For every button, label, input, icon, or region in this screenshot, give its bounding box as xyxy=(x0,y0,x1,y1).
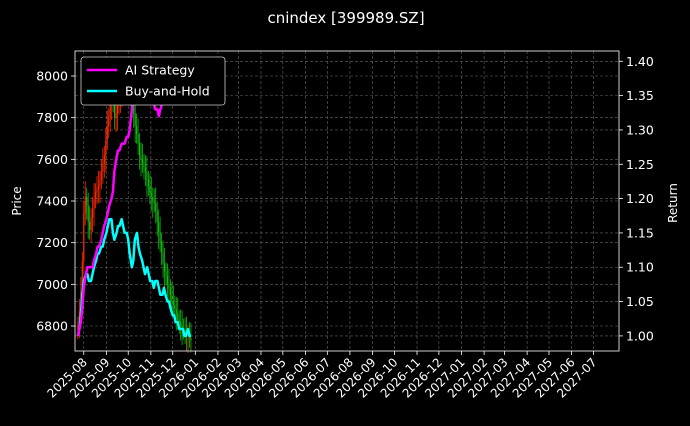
candle-body xyxy=(178,319,180,322)
candle-body xyxy=(84,196,86,214)
candle-body xyxy=(153,201,155,204)
candle-body xyxy=(158,221,160,233)
candle-body xyxy=(143,163,145,168)
candle-body xyxy=(91,209,94,218)
candle-body xyxy=(150,192,152,197)
candle-body xyxy=(86,196,88,206)
legend-label-buy-and-hold: Buy-and-Hold xyxy=(125,84,210,99)
y-axis-right: 1.00 1.05 1.10 1.15 1.20 1.25 1.30 1.35 1.40 xyxy=(619,54,654,343)
candle-body xyxy=(81,261,83,293)
y-left-tick-label: 7800 xyxy=(36,110,68,125)
y-right-tick-label: 1.10 xyxy=(626,260,654,275)
candle-body xyxy=(134,113,136,126)
candle-body xyxy=(147,180,149,187)
candle-body xyxy=(116,105,119,114)
candle-body xyxy=(163,263,166,272)
candle-body xyxy=(190,338,192,341)
y-left-tick-label: 7200 xyxy=(36,235,68,250)
candle-body xyxy=(138,142,141,156)
candle-body xyxy=(77,326,79,331)
candle-body xyxy=(97,186,100,189)
candle-body xyxy=(144,167,147,172)
candle-body xyxy=(152,196,154,201)
candle-body xyxy=(137,134,139,143)
candle-body xyxy=(83,213,85,262)
candle-body xyxy=(177,313,179,320)
candle-body xyxy=(99,180,101,187)
candle-body xyxy=(93,198,95,210)
legend: AI Strategy Buy-and-Hold xyxy=(80,56,226,106)
candle-body xyxy=(174,305,176,310)
candle-body xyxy=(96,188,98,193)
candle-body xyxy=(141,159,144,164)
candle-body xyxy=(172,301,174,306)
candle-body xyxy=(168,284,170,289)
y-axis-left: 6800 7000 7200 7400 7600 7800 8000 xyxy=(36,69,75,334)
candle-body xyxy=(140,155,142,160)
candle-body xyxy=(89,221,91,231)
candle-body xyxy=(133,105,135,114)
y-right-tick-label: 1.40 xyxy=(626,54,654,69)
y-left-tick-label: 7600 xyxy=(36,152,68,167)
candle-body xyxy=(162,253,164,264)
y-right-tick-label: 1.05 xyxy=(626,294,654,309)
candle-body xyxy=(90,217,92,231)
candle-body xyxy=(160,242,163,254)
y-right-tick-label: 1.35 xyxy=(626,88,654,103)
y-right-tick-label: 1.15 xyxy=(626,225,654,240)
candle-body xyxy=(159,232,161,243)
candle-body xyxy=(155,203,157,212)
candle-body xyxy=(115,113,117,118)
candle-body xyxy=(149,186,151,193)
candle-body xyxy=(103,155,105,164)
y-left-tick-label: 8000 xyxy=(36,69,68,84)
candle-body xyxy=(166,276,169,285)
y-right-tick-label: 1.30 xyxy=(626,122,654,137)
candle-body xyxy=(87,205,89,222)
candle-body xyxy=(175,309,177,314)
candle-body xyxy=(156,211,158,222)
candle-body xyxy=(187,334,189,337)
y-left-tick-label: 6800 xyxy=(36,319,68,334)
candle-body xyxy=(146,171,148,181)
candle-body xyxy=(184,330,186,333)
y-right-tick-label: 1.20 xyxy=(626,191,654,206)
y-left-tick-label: 7000 xyxy=(36,277,68,292)
candle-body xyxy=(181,326,183,329)
y-axis-left-label: Price xyxy=(10,186,24,215)
candle-body xyxy=(180,321,182,326)
candle-body xyxy=(108,117,110,126)
candle-body xyxy=(136,126,138,135)
candle-body xyxy=(94,192,97,199)
candle-body xyxy=(109,103,111,118)
y-left-tick-label: 7400 xyxy=(36,194,68,209)
candle-body xyxy=(106,126,108,141)
buy-and-hold-line xyxy=(76,217,191,338)
candle-body xyxy=(169,288,171,295)
y-right-tick-label: 1.00 xyxy=(626,328,654,343)
candle-body xyxy=(100,171,103,181)
y-right-tick-label: 1.25 xyxy=(626,157,654,172)
chart-title: cnindex [399989.SZ] xyxy=(267,9,424,27)
candle-body xyxy=(165,271,167,276)
candle-body xyxy=(102,163,104,172)
candle-body xyxy=(171,294,173,301)
candle-body xyxy=(105,140,107,156)
legend-label-ai-strategy: AI Strategy xyxy=(125,63,195,78)
candle-body xyxy=(114,103,116,118)
y-axis-right-label: Return xyxy=(666,183,680,223)
